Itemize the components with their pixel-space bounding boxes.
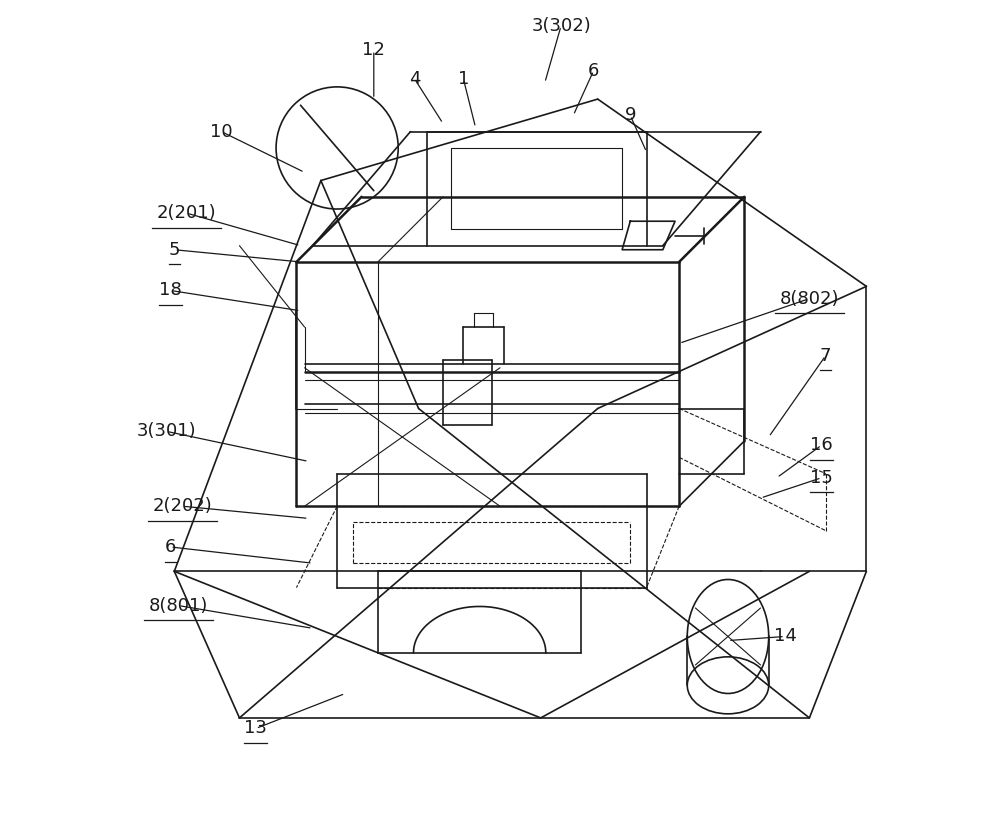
Text: 2(201): 2(201) (157, 204, 216, 222)
Text: 5: 5 (169, 241, 180, 259)
Text: 4: 4 (409, 69, 420, 87)
Text: 2(202): 2(202) (153, 498, 212, 516)
Text: 18: 18 (159, 281, 182, 300)
Text: 6: 6 (165, 538, 176, 556)
Text: 3(302): 3(302) (531, 17, 591, 35)
Text: 6: 6 (588, 61, 599, 79)
Text: 10: 10 (210, 123, 233, 141)
Text: 14: 14 (774, 627, 796, 645)
Text: 8(801): 8(801) (149, 596, 208, 614)
Text: 15: 15 (810, 469, 833, 487)
Text: 1: 1 (458, 69, 469, 87)
Text: 13: 13 (244, 720, 267, 738)
Text: 7: 7 (820, 346, 831, 364)
Text: 8(802): 8(802) (780, 289, 839, 307)
Text: 9: 9 (625, 106, 636, 124)
Text: 3(301): 3(301) (136, 422, 196, 440)
Text: 16: 16 (810, 436, 833, 454)
Text: 12: 12 (362, 41, 385, 60)
